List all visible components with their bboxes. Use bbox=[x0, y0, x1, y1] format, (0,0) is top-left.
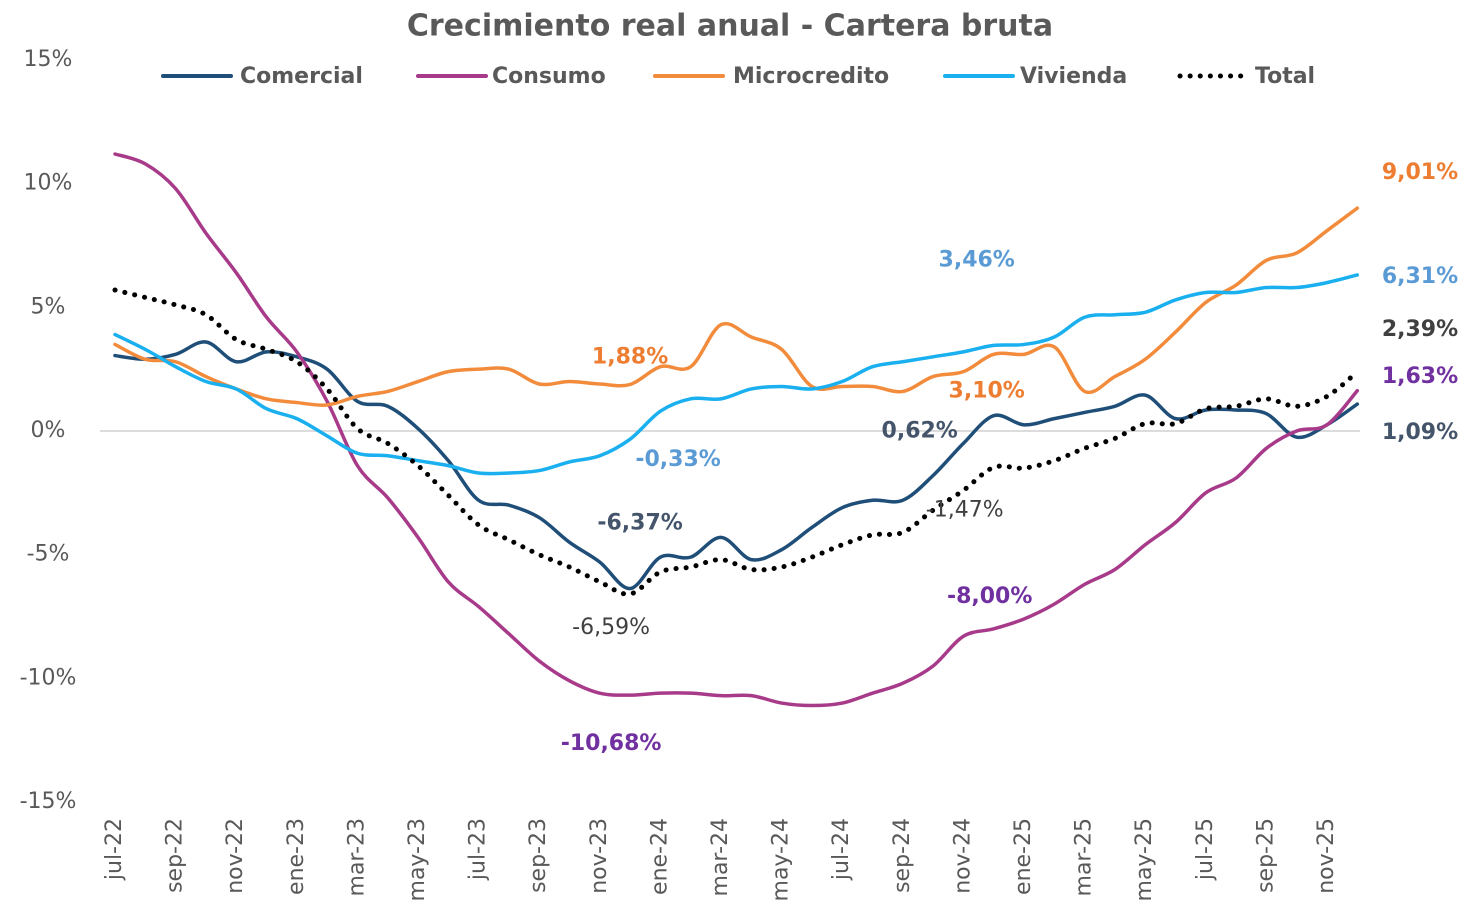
series-line bbox=[113, 273, 1360, 476]
chart-title: Crecimiento real anual - Cartera bruta bbox=[407, 9, 1053, 44]
data-label: 0,62% bbox=[882, 419, 958, 444]
data-label: -6,37% bbox=[597, 511, 682, 536]
x-tick-label: sep-22 bbox=[163, 818, 188, 893]
y-tick-label: -15% bbox=[20, 789, 77, 814]
legend-label: Vivienda bbox=[1020, 64, 1127, 89]
series-line bbox=[112, 287, 1360, 597]
data-label: 2,39% bbox=[1382, 317, 1458, 342]
data-label: 1,63% bbox=[1382, 364, 1458, 389]
x-tick-label: mar-23 bbox=[344, 818, 369, 896]
x-tick-label: sep-24 bbox=[890, 818, 915, 893]
x-tick-label: may-23 bbox=[405, 818, 430, 901]
series-line bbox=[113, 206, 1360, 408]
data-label: -6,59% bbox=[572, 615, 650, 640]
x-tick-label: may-24 bbox=[769, 818, 794, 901]
y-tick-label: -10% bbox=[20, 665, 77, 690]
x-tick-label: mar-25 bbox=[1072, 818, 1097, 896]
x-tick-label: nov-22 bbox=[223, 818, 248, 894]
legend-label: Total bbox=[1255, 64, 1315, 89]
x-tick-label: nov-25 bbox=[1314, 818, 1339, 894]
data-label: 3,10% bbox=[949, 378, 1025, 403]
x-tick-label: jul-25 bbox=[1193, 818, 1218, 881]
legend-label: Comercial bbox=[240, 64, 363, 89]
y-tick-label: 10% bbox=[24, 171, 73, 196]
x-tick-label: jul-24 bbox=[829, 818, 854, 881]
x-tick-label: ene-24 bbox=[647, 818, 672, 895]
x-tick-label: sep-25 bbox=[1253, 818, 1278, 893]
data-label: 6,31% bbox=[1382, 264, 1458, 289]
x-tick-label: nov-24 bbox=[950, 818, 975, 894]
data-label: 3,46% bbox=[939, 247, 1015, 272]
data-label: 9,01% bbox=[1382, 160, 1458, 185]
x-tick-label: jul-22 bbox=[102, 818, 127, 881]
x-tick-label: jul-23 bbox=[466, 818, 491, 881]
data-label: 1,09% bbox=[1382, 420, 1458, 445]
data-label: -0,33% bbox=[635, 447, 720, 472]
data-label: -8,00% bbox=[947, 584, 1032, 609]
x-tick-label: sep-23 bbox=[526, 818, 551, 893]
data-label: -10,68% bbox=[561, 731, 662, 756]
x-tick-label: mar-24 bbox=[708, 818, 733, 896]
y-tick-label: 0% bbox=[31, 418, 66, 443]
data-label: 1,88% bbox=[592, 345, 668, 370]
x-tick-label: ene-25 bbox=[1011, 818, 1036, 895]
y-tick-label: 5% bbox=[31, 294, 66, 319]
legend-label: Consumo bbox=[492, 64, 606, 89]
series-line bbox=[113, 152, 1360, 708]
data-label: -1,47% bbox=[926, 497, 1004, 522]
y-tick-label: -5% bbox=[27, 542, 70, 567]
x-tick-label: may-25 bbox=[1132, 818, 1157, 901]
series-line bbox=[113, 340, 1360, 591]
x-tick-label: nov-23 bbox=[587, 818, 612, 894]
y-tick-label: 15% bbox=[24, 47, 73, 72]
x-tick-label: ene-23 bbox=[284, 818, 309, 895]
legend-label: Microcredito bbox=[733, 64, 889, 89]
